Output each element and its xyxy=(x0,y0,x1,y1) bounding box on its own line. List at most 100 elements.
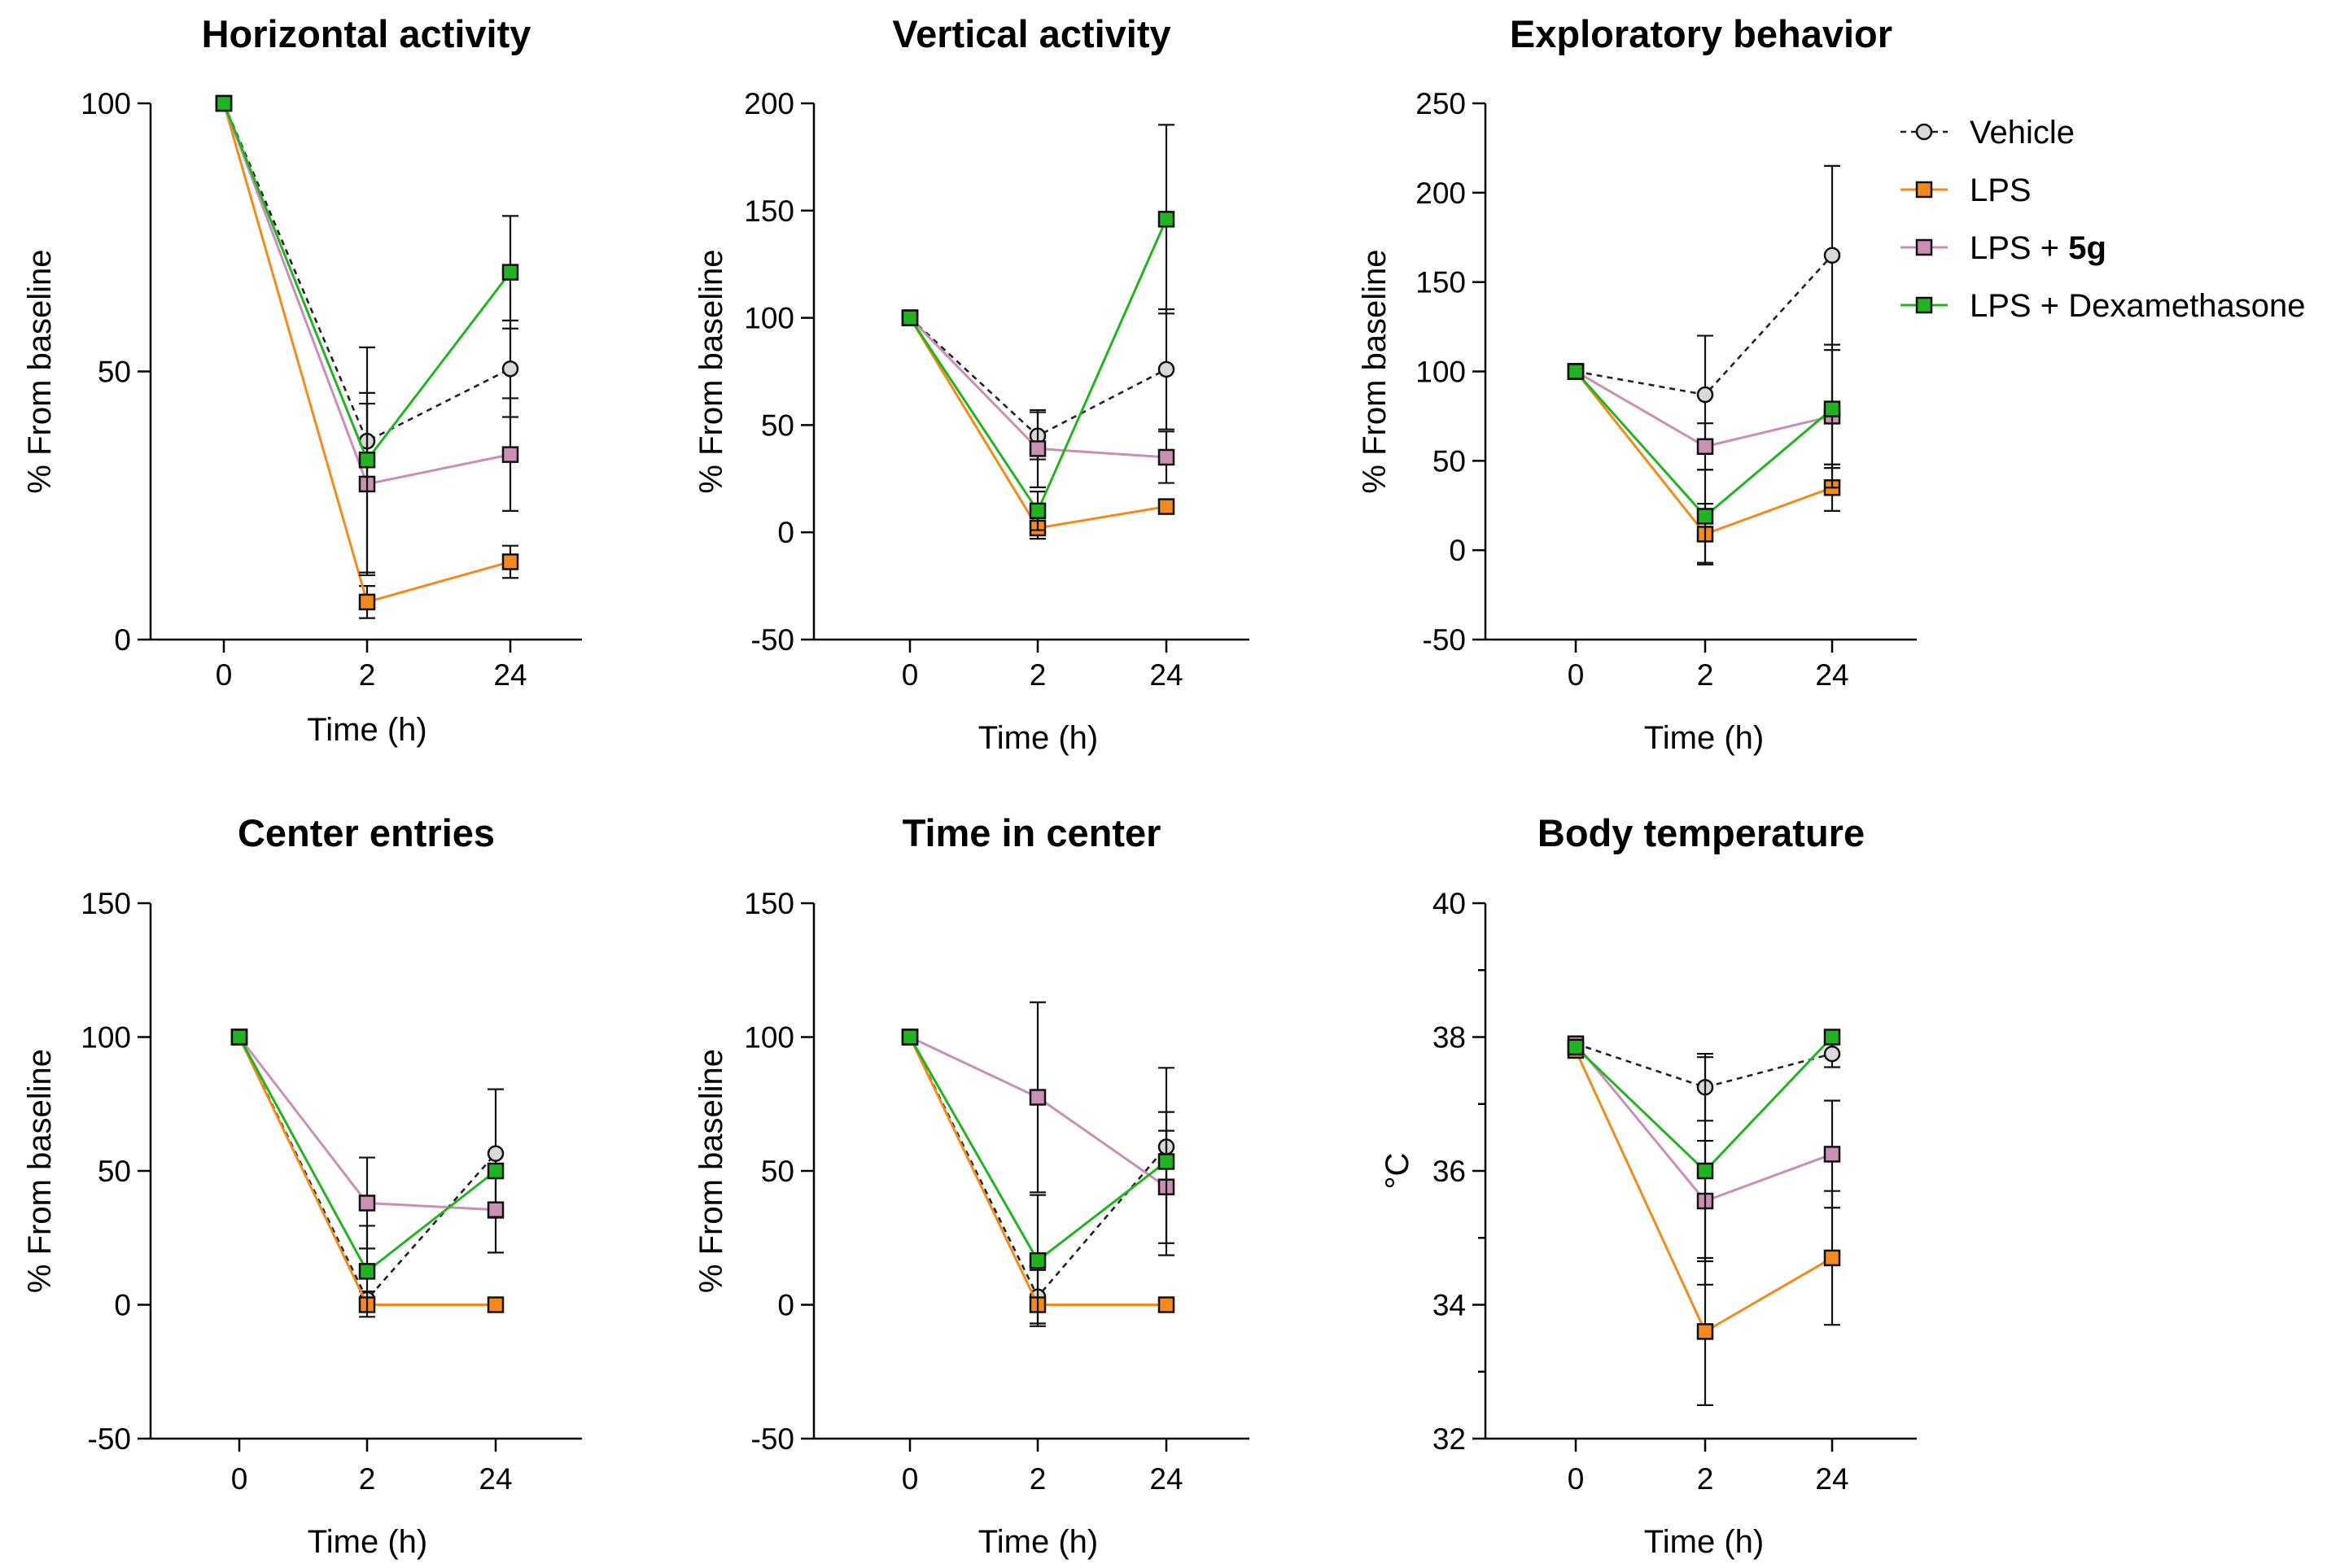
y-axis-label: % From baseline xyxy=(22,1049,58,1293)
legend-marker xyxy=(1915,181,1933,199)
data-point xyxy=(1157,498,1175,515)
y-tick-label: 200 xyxy=(1415,177,1466,210)
y-axis-label: % From baseline xyxy=(1357,249,1393,493)
data-point xyxy=(1696,1323,1714,1340)
legend-label: LPS + 5g xyxy=(1970,230,2106,266)
data-point xyxy=(1823,1146,1841,1163)
panel-vertical-activity: Vertical activity -50 0 50 100 150 200 0 2 24 Time… xyxy=(693,12,1249,756)
y-axis-label: % From baseline xyxy=(693,249,729,493)
y-tick-label: -50 xyxy=(88,1422,131,1456)
y-tick-label: 50 xyxy=(98,356,131,389)
legend-item-lps: LPS xyxy=(1900,173,2032,208)
panel-title: Exploratory behavior xyxy=(1510,12,1892,55)
data-point xyxy=(501,553,519,570)
x-tick-label: 24 xyxy=(1149,658,1183,692)
y-tick-label: 0 xyxy=(114,1289,131,1322)
y-tick-label: 0 xyxy=(1449,534,1466,567)
series-lps-dexamethasone xyxy=(1567,1029,1841,1286)
data-point xyxy=(1157,1296,1175,1313)
data-point xyxy=(901,309,919,326)
x-tick-label: 0 xyxy=(902,1462,919,1496)
y-tick-label: 150 xyxy=(744,194,794,228)
x-axis-label: Time (h) xyxy=(1644,720,1764,756)
x-tick-label: 2 xyxy=(1697,1462,1714,1496)
data-point xyxy=(1823,1249,1841,1267)
series-lps-dexamethasone xyxy=(901,1029,1175,1327)
legend-label: LPS xyxy=(1970,173,2032,208)
legend-item-lps-dexamethasone: LPS + Dexamethasone xyxy=(1900,288,2305,324)
y-tick-label: 50 xyxy=(761,1155,794,1188)
x-axis-label: Time (h) xyxy=(308,1524,427,1560)
data-point xyxy=(501,446,519,463)
series-line xyxy=(1575,1042,1833,1089)
data-point xyxy=(901,1029,919,1046)
y-tick-label: 200 xyxy=(744,87,794,120)
data-point xyxy=(358,1263,376,1280)
y-axis-label: °C xyxy=(1380,1153,1415,1190)
y-tick-label: 36 xyxy=(1432,1155,1466,1188)
y-tick-label: 150 xyxy=(81,887,131,920)
legend-marker xyxy=(1915,296,1933,314)
y-axis-label: % From baseline xyxy=(22,249,58,493)
data-point xyxy=(1029,440,1047,457)
data-point xyxy=(487,1201,505,1218)
data-point xyxy=(1567,363,1585,380)
data-point xyxy=(230,1029,248,1046)
data-point xyxy=(1029,1089,1047,1106)
y-tick-label: 100 xyxy=(81,1021,131,1055)
x-axis-label: Time (h) xyxy=(978,1524,1098,1560)
legend-marker xyxy=(1915,238,1933,256)
y-tick-label: 0 xyxy=(114,623,131,657)
panel-time-in-center: Time in center -50 0 50 100 150 0 2 24 Time (h) % … xyxy=(693,811,1249,1560)
panel-title: Time in center xyxy=(903,811,1161,854)
legend-item-vehicle: Vehicle xyxy=(1900,115,2075,151)
data-point xyxy=(1823,1029,1841,1046)
x-tick-label: 2 xyxy=(1697,658,1714,692)
legend-marker xyxy=(1915,123,1933,141)
panel-exploratory-behavior: Exploratory behavior -50 0 50 100 150 200 250 0 2… xyxy=(1357,12,1917,756)
data-point xyxy=(1567,1038,1585,1056)
x-tick-label: 24 xyxy=(1815,658,1848,692)
data-point xyxy=(1157,211,1175,228)
series-line xyxy=(1575,254,1833,396)
data-point xyxy=(215,94,233,112)
series-lps-5g xyxy=(230,1029,505,1254)
x-tick-label: 24 xyxy=(493,658,527,692)
data-point xyxy=(1157,360,1175,378)
legend-label: LPS + Dexamethasone xyxy=(1970,288,2305,324)
y-tick-label: 40 xyxy=(1432,887,1466,920)
data-point xyxy=(501,360,519,378)
data-point xyxy=(1696,386,1714,404)
x-axis-label: Time (h) xyxy=(1644,1524,1764,1560)
y-tick-label: 100 xyxy=(744,302,794,335)
y-tick-label: -50 xyxy=(751,623,794,657)
y-tick-label: 38 xyxy=(1432,1021,1466,1055)
legend-item-lps-5g: LPS + 5g xyxy=(1900,230,2106,266)
data-point xyxy=(1823,247,1841,264)
y-tick-label: -50 xyxy=(751,1422,794,1456)
data-point xyxy=(358,451,376,469)
x-axis-label: Time (h) xyxy=(307,712,426,748)
y-tick-label: 32 xyxy=(1432,1422,1466,1456)
data-point xyxy=(1029,502,1047,520)
series-lps-5g xyxy=(901,309,1175,488)
data-point xyxy=(1696,508,1714,525)
data-point xyxy=(1029,1251,1047,1269)
data-point xyxy=(487,1145,505,1162)
panel-body-temperature: Body temperature 32 34 36 38 40 0 2 24 Time (h) °C xyxy=(1380,811,1917,1560)
series-lps-dexamethasone xyxy=(1567,349,1841,564)
y-tick-label: 50 xyxy=(98,1155,131,1188)
x-tick-label: 0 xyxy=(231,1462,248,1496)
data-point xyxy=(1157,448,1175,466)
x-tick-label: 0 xyxy=(1568,1462,1585,1496)
y-tick-label: 0 xyxy=(777,516,794,549)
series-lps-dexamethasone xyxy=(230,1029,505,1318)
panel-title: Horizontal activity xyxy=(202,12,531,55)
data-point xyxy=(487,1162,505,1180)
y-tick-label: 100 xyxy=(81,87,131,120)
data-point xyxy=(487,1296,505,1313)
series-lps-dexamethasone xyxy=(901,124,1175,531)
data-point xyxy=(358,1195,376,1212)
data-point xyxy=(358,593,376,611)
